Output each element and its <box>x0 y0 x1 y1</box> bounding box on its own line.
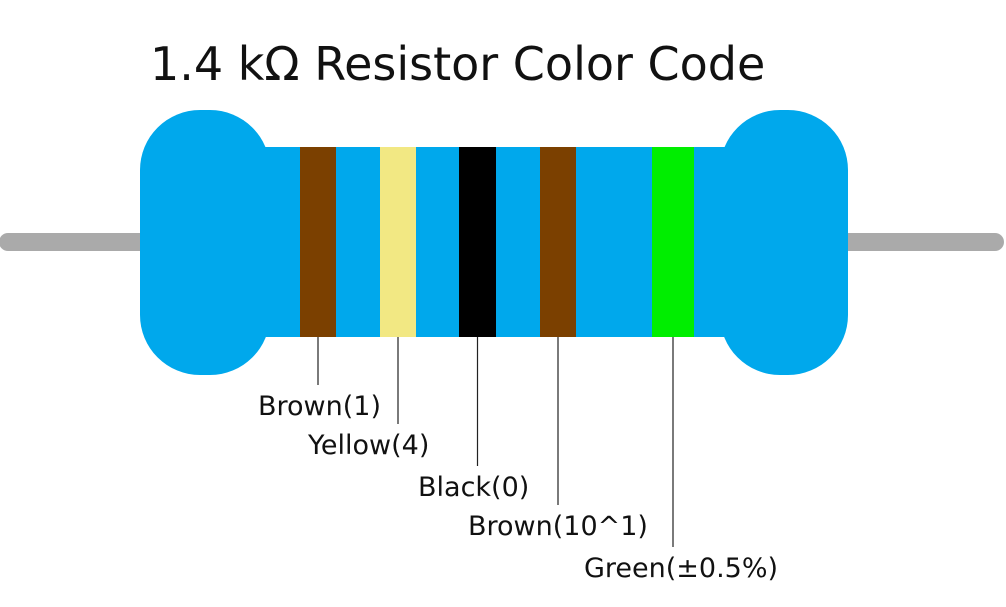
color-band <box>300 147 336 337</box>
band-label: Green(±0.5%) <box>584 553 778 584</box>
title: 1.4 kΩ Resistor Color Code <box>150 37 765 91</box>
band-label: Yellow(4) <box>307 430 429 461</box>
color-band <box>459 147 496 337</box>
body-end-right <box>720 110 848 375</box>
band-label: Black(0) <box>418 472 529 503</box>
band-label: Brown(1) <box>258 391 381 422</box>
color-band <box>540 147 576 337</box>
color-band <box>652 147 694 337</box>
body-end-left <box>140 110 270 375</box>
color-band <box>380 147 416 337</box>
band-label: Brown(10^1) <box>468 511 648 542</box>
